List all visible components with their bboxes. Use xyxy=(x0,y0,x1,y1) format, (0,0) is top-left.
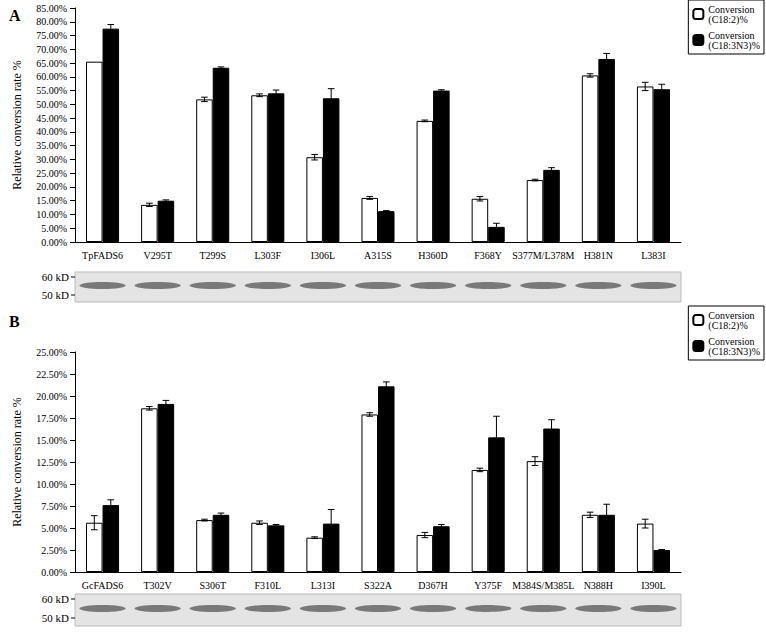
svg-text:60 kD: 60 kD xyxy=(42,271,69,283)
svg-text:(C18:2)%: (C18:2)% xyxy=(708,14,747,26)
svg-text:H381N: H381N xyxy=(584,250,613,261)
svg-text:A: A xyxy=(9,7,21,24)
svg-text:50 kD: 50 kD xyxy=(42,612,69,624)
svg-text:L303F: L303F xyxy=(254,250,281,261)
svg-text:L383I: L383I xyxy=(641,250,665,261)
svg-text:35.00%: 35.00% xyxy=(36,140,67,151)
svg-text:L313I: L313I xyxy=(311,580,335,591)
svg-text:(C18:3N3)%: (C18:3N3)% xyxy=(708,346,760,358)
svg-text:10.00%: 10.00% xyxy=(36,479,67,490)
svg-text:55.00%: 55.00% xyxy=(36,85,67,96)
svg-text:65.00%: 65.00% xyxy=(36,58,67,69)
svg-text:S306T: S306T xyxy=(199,580,226,591)
svg-text:50.00%: 50.00% xyxy=(36,99,67,110)
svg-text:I390L: I390L xyxy=(641,580,665,591)
svg-text:25.00%: 25.00% xyxy=(36,168,67,179)
svg-text:T302V: T302V xyxy=(143,580,172,591)
svg-text:T299S: T299S xyxy=(199,250,226,261)
svg-text:B: B xyxy=(9,313,20,330)
svg-text:5.00%: 5.00% xyxy=(41,223,67,234)
svg-text:5.00%: 5.00% xyxy=(41,523,67,534)
svg-text:Conversion: Conversion xyxy=(708,29,755,41)
svg-text:30.00%: 30.00% xyxy=(36,154,67,165)
svg-text:60.00%: 60.00% xyxy=(36,71,67,82)
svg-text:25.00%: 25.00% xyxy=(36,347,67,358)
svg-text:S322A: S322A xyxy=(364,580,393,591)
svg-text:20.00%: 20.00% xyxy=(36,391,67,402)
svg-text:70.00%: 70.00% xyxy=(36,44,67,55)
svg-text:0.00%: 0.00% xyxy=(41,237,67,248)
svg-text:12.50%: 12.50% xyxy=(36,457,67,468)
svg-text:V295T: V295T xyxy=(143,250,171,261)
svg-text:15.00%: 15.00% xyxy=(36,435,67,446)
svg-text:I306L: I306L xyxy=(311,250,335,261)
svg-text:75.00%: 75.00% xyxy=(36,30,67,41)
svg-text:TpFADS6: TpFADS6 xyxy=(82,250,123,261)
svg-text:M384S/M385L: M384S/M385L xyxy=(512,580,574,591)
svg-text:GcFADS6: GcFADS6 xyxy=(82,580,123,591)
svg-text:D367H: D367H xyxy=(418,580,447,591)
svg-text:45.00%: 45.00% xyxy=(36,113,67,124)
svg-text:Relative conversion rate %: Relative conversion rate % xyxy=(10,60,24,190)
svg-text:7.50%: 7.50% xyxy=(41,501,67,512)
svg-text:F310L: F310L xyxy=(254,580,281,591)
svg-text:2.50%: 2.50% xyxy=(41,545,67,556)
svg-text:Conversion: Conversion xyxy=(708,335,755,347)
svg-text:N388H: N388H xyxy=(584,580,613,591)
svg-text:22.50%: 22.50% xyxy=(36,369,67,380)
svg-text:85.00%: 85.00% xyxy=(36,3,67,14)
svg-text:0.00%: 0.00% xyxy=(41,567,67,578)
svg-text:40.00%: 40.00% xyxy=(36,126,67,137)
svg-text:(C18:3N3)%: (C18:3N3)% xyxy=(708,40,760,52)
svg-text:20.00%: 20.00% xyxy=(36,181,67,192)
svg-text:H360D: H360D xyxy=(418,250,447,261)
svg-text:60 kD: 60 kD xyxy=(42,593,69,605)
svg-text:Y375F: Y375F xyxy=(474,580,502,591)
svg-text:F368Y: F368Y xyxy=(474,250,502,261)
svg-text:17.50%: 17.50% xyxy=(36,413,67,424)
svg-text:S377M/L378M: S377M/L378M xyxy=(512,250,574,261)
svg-text:Relative conversion rate %: Relative conversion rate % xyxy=(10,397,24,527)
svg-text:(C18:2)%: (C18:2)% xyxy=(708,320,747,332)
svg-text:50 kD: 50 kD xyxy=(42,289,69,301)
svg-text:15.00%: 15.00% xyxy=(36,195,67,206)
svg-text:10.00%: 10.00% xyxy=(36,209,67,220)
svg-text:A315S: A315S xyxy=(364,250,392,261)
svg-text:Conversion: Conversion xyxy=(708,309,755,321)
svg-text:80.00%: 80.00% xyxy=(36,16,67,27)
svg-text:Conversion: Conversion xyxy=(708,3,755,15)
